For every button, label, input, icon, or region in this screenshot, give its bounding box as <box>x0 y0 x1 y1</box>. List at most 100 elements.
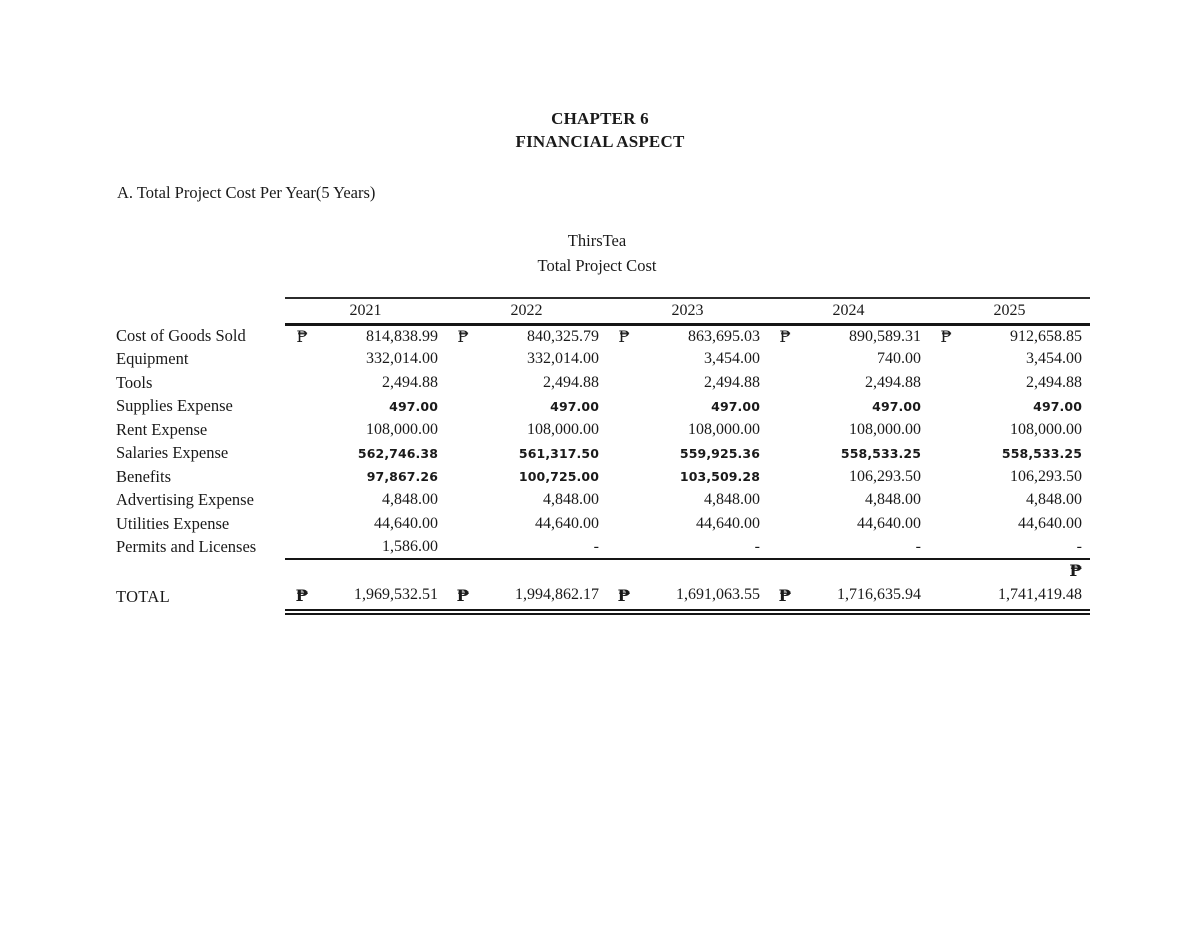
amount-cell: 4,848.00 <box>1026 491 1082 509</box>
amount-cell: - <box>480 535 607 560</box>
total-amount-cell: 1,716,635.94 <box>802 581 929 615</box>
row-label: Advertising Expense <box>116 490 254 510</box>
amount-cell: 497.00 <box>711 398 760 414</box>
chapter-heading: CHAPTER 6 FINANCIAL ASPECT <box>0 107 1200 153</box>
year-header-row: 2021 2022 2023 2024 2025 <box>115 297 1090 326</box>
table-row-equipment: Equipment 332,014.00 332,014.00 3,454.00… <box>115 348 1090 372</box>
row-label: Utilities Expense <box>116 513 230 533</box>
total-amount-cell: 1,994,862.17 <box>480 581 607 615</box>
amount-cell: 558,533.25 <box>840 445 921 461</box>
year-header-2023: 2023 <box>607 297 768 326</box>
amount-cell: 912,658.85 <box>1010 327 1082 345</box>
amount-cell: 97,867.26 <box>366 469 438 485</box>
amount-cell: 44,640.00 <box>1018 514 1082 532</box>
total-amount-cell: 1,741,419.48 <box>963 581 1090 615</box>
amount-cell: 497.00 <box>389 398 438 414</box>
amount-cell: - <box>802 535 929 560</box>
table-title: Total Project Cost <box>537 256 657 275</box>
company-name: ThirsTea <box>567 231 627 250</box>
amount-cell: 561,317.50 <box>518 445 599 461</box>
peso-sign: ₱ <box>457 327 469 346</box>
amount-cell: 1,586.00 <box>319 535 446 560</box>
amount-cell: 558,533.25 <box>1001 445 1082 461</box>
table-row-salaries-expense: Salaries Expense 562,746.38 561,317.50 5… <box>115 442 1090 466</box>
peso-sign: ₱ <box>1069 561 1082 580</box>
amount-cell: 108,000.00 <box>688 420 760 438</box>
row-label: Benefits <box>116 466 171 486</box>
total-row: TOTAL ₱ 1,969,532.51 ₱ 1,994,862.17 ₱ 1,… <box>115 581 1090 615</box>
amount-cell: 2,494.88 <box>543 373 599 391</box>
peso-sign: ₱ <box>285 581 319 615</box>
amount-cell: 108,000.00 <box>366 420 438 438</box>
total-amount-cell: 1,691,063.55 <box>641 581 768 615</box>
amount-cell: 863,695.03 <box>688 327 760 345</box>
table-row-permits-and-licenses: Permits and Licenses 1,586.00 - - - - <box>115 535 1090 560</box>
project-cost-table: 2021 2022 2023 2024 2025 Cost of Goods S… <box>115 297 1090 615</box>
amount-cell: 108,000.00 <box>1010 420 1082 438</box>
peso-sign: ₱ <box>768 581 802 615</box>
year-header-2022: 2022 <box>446 297 607 326</box>
amount-cell: 890,589.31 <box>849 327 921 345</box>
peso-sign: ₱ <box>779 327 791 346</box>
amount-cell: - <box>963 535 1090 560</box>
amount-cell: 106,293.50 <box>849 467 921 485</box>
amount-cell: 44,640.00 <box>857 514 921 532</box>
amount-cell: 100,725.00 <box>518 469 599 485</box>
amount-cell: 497.00 <box>550 398 599 414</box>
amount-cell: - <box>641 535 768 560</box>
peso-sign: ₱ <box>446 581 480 615</box>
peso-sign: ₱ <box>618 327 630 346</box>
chapter-title: CHAPTER 6 <box>551 109 649 128</box>
table-row-advertising-expense: Advertising Expense 4,848.00 4,848.00 4,… <box>115 489 1090 513</box>
amount-cell: 497.00 <box>1033 398 1082 414</box>
amount-cell: 4,848.00 <box>382 491 438 509</box>
table-title-block: ThirsTea Total Project Cost <box>0 228 1194 278</box>
chapter-subtitle: FINANCIAL ASPECT <box>515 132 685 151</box>
header-spacer <box>115 298 285 324</box>
table-row-cost-of-goods-sold: Cost of Goods Sold ₱ 814,838.99 ₱ 840,32… <box>115 324 1090 348</box>
row-label: Permits and Licenses <box>116 537 257 557</box>
amount-cell: 4,848.00 <box>543 491 599 509</box>
amount-cell: 106,293.50 <box>1010 467 1082 485</box>
amount-cell: 3,454.00 <box>704 350 760 368</box>
amount-cell: 332,014.00 <box>366 350 438 368</box>
table-row-tools: Tools 2,494.88 2,494.88 2,494.88 2,494.8… <box>115 371 1090 395</box>
section-label: A. Total Project Cost Per Year(5 Years) <box>117 183 376 202</box>
amount-cell: 2,494.88 <box>1026 373 1082 391</box>
amount-cell: 108,000.00 <box>849 420 921 438</box>
row-label: Cost of Goods Sold <box>116 325 246 345</box>
amount-cell: 4,848.00 <box>704 491 760 509</box>
year-header-2025: 2025 <box>929 297 1090 326</box>
table-row-supplies-expense: Supplies Expense 497.00 497.00 497.00 49… <box>115 395 1090 419</box>
amount-cell: 4,848.00 <box>865 491 921 509</box>
amount-cell: 44,640.00 <box>374 514 438 532</box>
row-label: Tools <box>116 372 153 392</box>
row-label: Salaries Expense <box>116 443 229 463</box>
amount-cell: 740.00 <box>877 350 921 368</box>
amount-cell: 332,014.00 <box>527 350 599 368</box>
pre-total-row: ₱ <box>115 559 1090 581</box>
table-row-rent-expense: Rent Expense 108,000.00 108,000.00 108,0… <box>115 418 1090 442</box>
peso-sign: ₱ <box>296 327 308 346</box>
total-label: TOTAL <box>116 586 170 606</box>
peso-sign: ₱ <box>940 327 952 346</box>
row-label: Supplies Expense <box>116 396 233 416</box>
total-amount-cell: 1,969,532.51 <box>319 581 446 615</box>
amount-cell: 103,509.28 <box>679 469 760 485</box>
amount-cell: 840,325.79 <box>527 327 599 345</box>
amount-cell: 559,925.36 <box>679 445 760 461</box>
amount-cell: 497.00 <box>872 398 921 414</box>
amount-cell: 108,000.00 <box>527 420 599 438</box>
amount-cell: 44,640.00 <box>535 514 599 532</box>
year-header-2024: 2024 <box>768 297 929 326</box>
amount-cell: 814,838.99 <box>366 327 438 345</box>
amount-cell: 44,640.00 <box>696 514 760 532</box>
amount-cell: 2,494.88 <box>704 373 760 391</box>
table-row-utilities-expense: Utilities Expense 44,640.00 44,640.00 44… <box>115 512 1090 536</box>
table-row-benefits: Benefits 97,867.26 100,725.00 103,509.28… <box>115 465 1090 489</box>
peso-sign: ₱ <box>607 581 641 615</box>
amount-cell: 562,746.38 <box>357 445 438 461</box>
row-label: Rent Expense <box>116 419 208 439</box>
amount-cell: 2,494.88 <box>865 373 921 391</box>
